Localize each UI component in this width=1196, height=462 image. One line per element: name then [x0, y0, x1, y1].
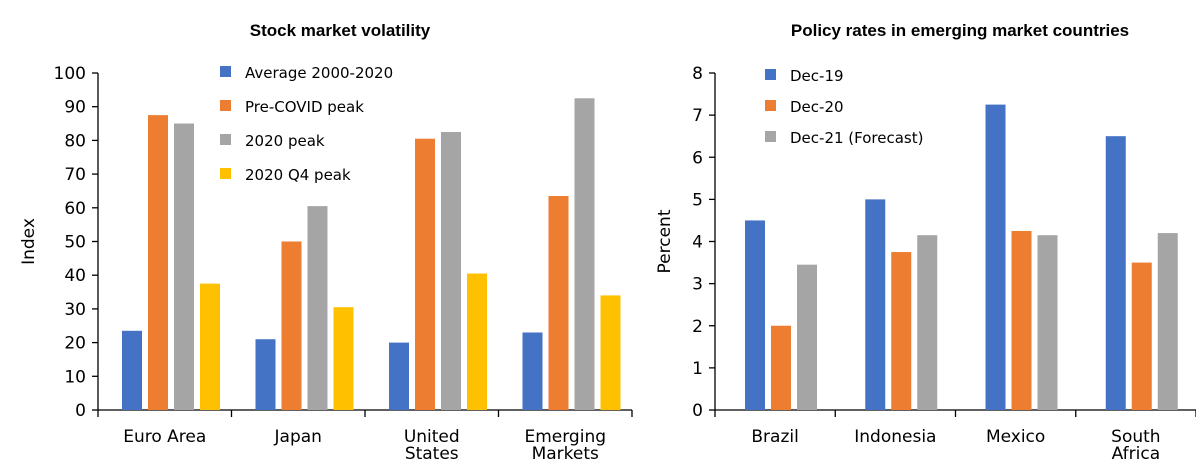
- legend-swatch: [220, 66, 231, 77]
- y-tick-label: 7: [692, 106, 703, 126]
- x-category-label: United: [404, 427, 460, 447]
- bar: [307, 206, 328, 410]
- legend-swatch: [220, 168, 231, 179]
- y-tick-label: 80: [64, 131, 86, 151]
- x-category-label: Mexico: [986, 427, 1045, 447]
- y-tick-label: 60: [64, 199, 86, 219]
- y-tick-label: 2: [692, 317, 703, 337]
- bar: [797, 264, 817, 410]
- bar: [891, 252, 912, 410]
- legend-swatch: [765, 131, 776, 142]
- legend-label: 2020 Q4 peak: [245, 166, 351, 184]
- bar: [865, 199, 886, 410]
- y-axis-label: Percent: [655, 209, 675, 273]
- bar: [255, 339, 276, 410]
- legend-swatch: [765, 100, 776, 111]
- x-category-label: Japan: [274, 427, 322, 447]
- y-axis-label: Index: [19, 218, 39, 265]
- bar: [415, 138, 435, 410]
- y-tick-label: 50: [64, 233, 86, 253]
- y-tick-label: 4: [692, 233, 703, 253]
- bar: [467, 273, 487, 410]
- x-category-label: Indonesia: [854, 427, 936, 447]
- x-category-label: South: [1111, 427, 1160, 447]
- legend-swatch: [765, 69, 776, 80]
- chart-title: Stock market volatility: [250, 21, 431, 40]
- bar: [281, 241, 302, 410]
- bar: [148, 115, 168, 410]
- bar: [333, 307, 354, 410]
- legend-swatch: [220, 100, 231, 111]
- y-tick-label: 10: [64, 367, 86, 387]
- bar: [441, 131, 461, 410]
- y-tick-label: 30: [64, 300, 86, 320]
- bar: [1105, 136, 1126, 410]
- x-category-label: Brazil: [751, 427, 798, 447]
- bar: [522, 332, 543, 410]
- bar: [174, 123, 194, 411]
- x-category-label: Emerging: [524, 427, 606, 447]
- y-tick-label: 40: [64, 266, 86, 286]
- legend-label: Dec-21 (Forecast): [790, 129, 923, 147]
- x-category-label: Africa: [1112, 444, 1161, 462]
- y-tick-label: 5: [692, 190, 703, 210]
- bar: [600, 295, 621, 410]
- x-category-label: Euro Area: [123, 427, 206, 447]
- bar: [1037, 235, 1058, 410]
- y-tick-label: 20: [64, 334, 86, 354]
- bar: [200, 283, 220, 410]
- x-category-label: States: [405, 444, 459, 462]
- bar: [1011, 230, 1032, 410]
- y-tick-label: 0: [75, 401, 86, 421]
- y-tick-label: 0: [692, 401, 703, 421]
- bar: [389, 342, 409, 410]
- y-tick-label: 70: [64, 165, 86, 185]
- bar: [1157, 233, 1178, 410]
- bar: [985, 104, 1006, 410]
- x-category-label: Markets: [532, 444, 599, 462]
- bar: [917, 235, 938, 410]
- y-tick-label: 8: [692, 64, 703, 84]
- bar: [122, 330, 142, 410]
- chart-title: Policy rates in emerging market countrie…: [791, 21, 1129, 40]
- legend-swatch: [220, 134, 231, 145]
- y-tick-label: 100: [54, 64, 86, 84]
- legend-label: Pre-COVID peak: [245, 98, 364, 116]
- bar: [745, 220, 765, 410]
- bar: [574, 98, 595, 411]
- bar: [1131, 262, 1152, 410]
- y-tick-label: 6: [692, 148, 703, 168]
- y-tick-label: 1: [692, 359, 703, 379]
- legend-label: 2020 peak: [245, 132, 325, 150]
- legend-label: Dec-19: [790, 67, 844, 85]
- y-tick-label: 3: [692, 275, 703, 295]
- y-tick-label: 90: [64, 98, 86, 118]
- legend-label: Average 2000-2020: [245, 64, 393, 82]
- bar: [548, 196, 569, 410]
- bar: [771, 325, 791, 410]
- legend-label: Dec-20: [790, 98, 844, 116]
